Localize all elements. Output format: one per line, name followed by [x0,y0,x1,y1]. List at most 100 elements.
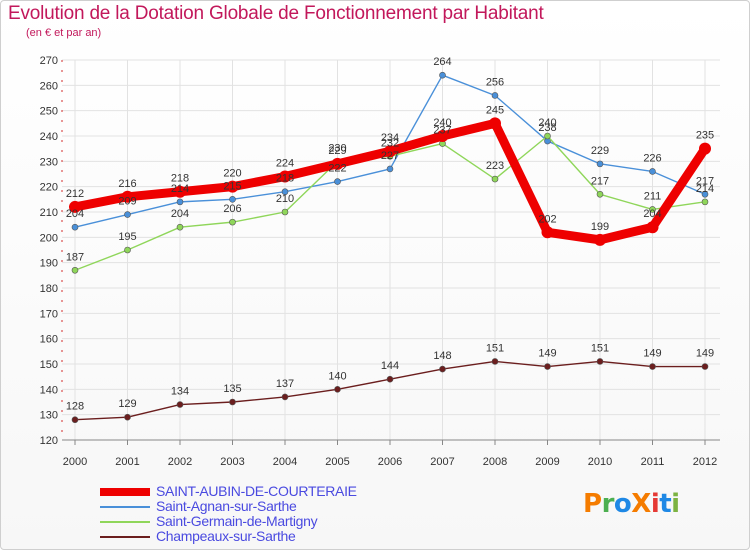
data-label: 229 [328,145,346,157]
y-tick-label: 170 [40,308,58,320]
y-tick-label: 240 [40,131,58,143]
data-label: 256 [486,76,504,88]
y-tick-label: 230 [40,156,58,168]
data-label: 199 [591,221,609,233]
data-point [174,185,186,198]
x-tick-label: 2005 [325,456,349,468]
data-point [124,413,131,421]
data-point [386,165,394,173]
data-label: 240 [538,117,556,129]
axes: 1201301401501601701801902002102202302402… [40,55,720,468]
series-layer [69,71,711,424]
data-point [71,223,79,231]
y-tick-label: 270 [40,55,58,67]
logo-letter: i [671,489,680,519]
data-label: 220 [223,168,241,180]
data-point [649,168,656,175]
data-point [596,190,604,198]
data-point [71,416,79,424]
data-label: 204 [643,208,661,220]
data-point [649,206,656,213]
data-label: 240 [433,117,451,129]
data-label: 211 [644,190,662,202]
data-label: 129 [118,398,136,410]
data-point [226,180,239,193]
y-tick-label: 210 [40,207,58,219]
data-point [229,218,236,226]
data-point [386,375,394,383]
data-label: 218 [276,173,294,185]
data-point [124,246,131,254]
data-point [124,211,131,218]
y-tick-label: 200 [40,232,58,244]
legend-label: Champeaux-sur-Sarthe [156,528,296,544]
data-point [491,358,499,365]
data-label: 151 [591,342,609,354]
data-point [701,198,709,206]
data-point [701,363,709,370]
data-point [646,221,659,234]
legend-swatch [100,488,150,496]
x-tick-label: 2003 [220,456,244,468]
data-label: 214 [171,183,189,195]
x-tick-label: 2010 [588,456,612,468]
data-label: 226 [643,152,661,164]
legend-label: Saint-Germain-de-Martigny [156,513,318,529]
legend-swatch [100,536,150,538]
x-tick-label: 2004 [273,456,297,468]
data-label: 214 [696,183,714,195]
data-point [544,363,551,370]
data-label: 137 [276,378,294,390]
proxiti-logo: ProXiti [583,489,680,519]
data-point [541,226,554,239]
legend-swatch [100,521,150,523]
data-label: 187 [66,251,84,263]
data-point [334,386,341,393]
data-point [384,145,396,158]
data-point [279,170,291,183]
data-point [491,175,499,183]
y-tick-label: 260 [40,80,58,92]
data-point [439,365,446,373]
x-tick-label: 2007 [430,456,454,468]
data-label: 128 [66,401,84,413]
data-label: 232 [381,137,399,149]
y-tick-label: 180 [40,283,58,295]
data-label: 216 [118,178,136,190]
data-label: 149 [643,348,661,360]
data-label: 202 [538,213,556,225]
grid [62,59,720,441]
data-point [121,190,134,203]
legend-label: Saint-Agnan-sur-Sarthe [156,498,297,514]
data-point [176,198,184,206]
data-label: 235 [696,130,714,142]
data-point [281,393,289,401]
data-point [331,157,344,170]
data-label: 264 [433,56,451,68]
y-tick-label: 250 [40,106,58,118]
data-point [229,398,236,406]
data-point [544,132,551,140]
data-label: 204 [171,208,189,220]
data-label: 245 [486,104,504,116]
logo-letter: t [659,489,672,519]
x-tick-label: 2012 [693,456,717,468]
data-label: 195 [118,231,136,243]
data-label: 148 [433,350,451,362]
data-label: 151 [486,342,504,354]
data-label: 238 [538,122,556,134]
logo-letter: i [650,489,660,519]
chart-title: Evolution de la Dotation Globale de Fonc… [8,3,544,24]
data-point [176,223,184,231]
y-tick-label: 140 [40,384,58,396]
logo-letter: o [613,489,632,519]
y-tick-label: 160 [40,334,58,346]
data-label: 218 [171,173,189,185]
y-tick-label: 150 [40,359,58,371]
logo-letter: X [631,489,651,519]
data-label: 222 [328,163,346,175]
data-label: 134 [171,386,189,398]
data-point [439,71,446,79]
data-point [701,190,709,198]
y-tick-label: 120 [40,435,58,447]
